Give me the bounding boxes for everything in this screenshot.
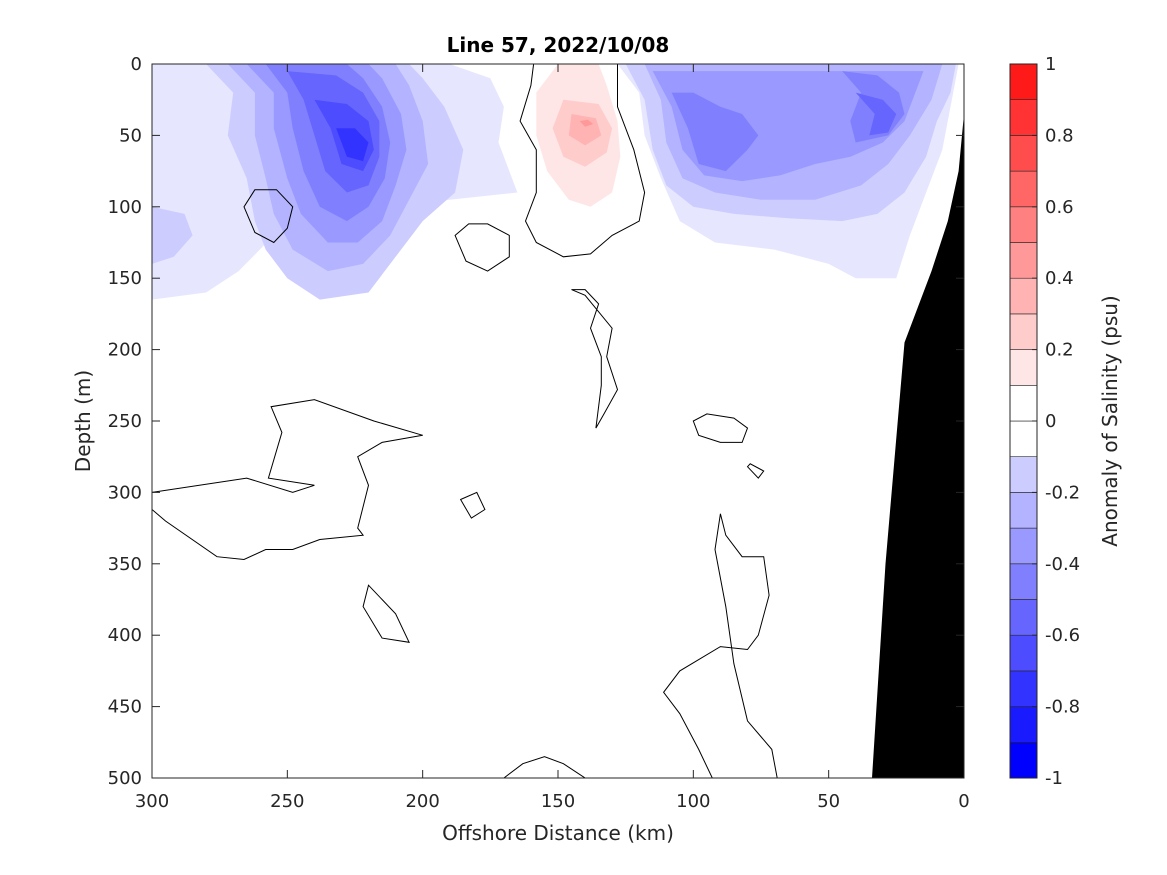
x-axis: 300 250 200 150 100 50 0 xyxy=(135,64,970,812)
y-tick-label: 450 xyxy=(108,697,142,718)
x-tick-label: 100 xyxy=(676,791,710,812)
colorbar-tick-label: -0.8 xyxy=(1045,697,1080,718)
colorbar-segment xyxy=(1009,492,1038,529)
colorbar-segment xyxy=(1009,63,1038,101)
y-axis-label: Depth (m) xyxy=(71,370,95,472)
colorbar-segment xyxy=(1009,277,1038,315)
zero-contour-line-3 xyxy=(571,289,619,429)
colorbar-tick-label: -1 xyxy=(1045,768,1063,789)
colorbar-segment xyxy=(1009,349,1038,386)
anomaly-fill-region-16 xyxy=(855,92,897,136)
x-tick-label: 0 xyxy=(958,791,969,812)
anomaly-fill-region-14 xyxy=(671,92,759,172)
y-tick-label: 100 xyxy=(108,197,142,218)
y-tick-label: 400 xyxy=(108,625,142,646)
colorbar-segment xyxy=(1009,456,1038,493)
zero-contour-line-9 xyxy=(746,463,765,479)
colorbar-segment xyxy=(1009,135,1038,172)
colorbar-tick-label: -0.6 xyxy=(1045,625,1080,646)
zero-contour-line-1 xyxy=(243,189,294,244)
x-tick-label: 300 xyxy=(135,791,169,812)
zero-contour-line-2 xyxy=(454,223,510,272)
anomaly-fill-region-20 xyxy=(579,119,594,127)
y-tick-label: 350 xyxy=(108,554,142,575)
seafloor-bathymetry xyxy=(872,114,964,778)
y-axis: 0 50 100 150 200 250 300 350 400 450 500 xyxy=(108,54,964,789)
colorbar-segment xyxy=(1009,599,1038,636)
x-tick-label: 200 xyxy=(405,791,439,812)
x-tick-label: 150 xyxy=(541,791,575,812)
y-tick-label: 150 xyxy=(108,268,142,289)
colorbar-label: Anomaly of Salinity (psu) xyxy=(1098,295,1122,546)
y-tick-label: 300 xyxy=(108,482,142,503)
colorbar-segment xyxy=(1009,706,1038,743)
zero-contour-line-5 xyxy=(459,491,486,519)
colorbar-tick-label: -0.2 xyxy=(1045,482,1080,503)
colorbar-segment xyxy=(1009,313,1038,350)
colorbar-tick-label: 0.2 xyxy=(1045,340,1074,361)
colorbar-segment xyxy=(1009,206,1038,243)
y-tick-label: 200 xyxy=(108,340,142,361)
colorbar-segment xyxy=(1009,563,1038,600)
colorbar-tick-label: 0.8 xyxy=(1045,125,1074,146)
colorbar-segment xyxy=(1009,242,1038,279)
colorbar-segment xyxy=(1009,527,1038,565)
zero-contour-line-6 xyxy=(362,584,410,643)
colorbar-segment xyxy=(1009,634,1038,672)
zero-contour-line-10 xyxy=(503,756,587,778)
y-tick-label: 500 xyxy=(108,768,142,789)
y-tick-label: 250 xyxy=(108,411,142,432)
y-tick-label: 0 xyxy=(131,54,142,75)
anomaly-fill-region-9 xyxy=(336,128,369,162)
colorbar-segment xyxy=(1009,99,1038,136)
colorbar-segment xyxy=(1009,741,1038,779)
zero-contour-line-8 xyxy=(692,413,749,443)
zero-contour-line-4 xyxy=(152,399,423,561)
colorbar-segment xyxy=(1009,384,1038,422)
x-tick-label: 50 xyxy=(817,791,840,812)
colorbar xyxy=(1009,63,1038,779)
colorbar-tick-label: 1 xyxy=(1045,54,1056,75)
y-tick-label: 50 xyxy=(119,125,142,146)
anomaly-fill-region-3 xyxy=(152,206,193,264)
colorbar-ticks: 1 0.8 0.6 0.4 0.2 0 -0.2 -0.4 -0.6 -0.8 -1 xyxy=(1032,54,1080,789)
anomaly-fill-region-1 xyxy=(152,64,315,250)
colorbar-tick-label: 0.6 xyxy=(1045,197,1074,218)
colorbar-tick-label: -0.4 xyxy=(1045,554,1080,575)
colorbar-segment xyxy=(1009,170,1038,208)
colorbar-tick-label: 0 xyxy=(1045,411,1056,432)
zero-contour-line-7 xyxy=(662,513,778,778)
chart-title: Line 57, 2022/10/08 xyxy=(447,33,670,57)
colorbar-segment xyxy=(1009,670,1038,707)
colorbar-segment xyxy=(1009,420,1038,458)
x-tick-label: 250 xyxy=(270,791,304,812)
x-axis-label: Offshore Distance (km) xyxy=(442,821,674,845)
plot-area xyxy=(152,64,964,778)
colorbar-tick-label: 0.4 xyxy=(1045,268,1074,289)
anomaly-fill-region-19 xyxy=(568,114,602,146)
zero-contour-line-0 xyxy=(519,64,646,258)
